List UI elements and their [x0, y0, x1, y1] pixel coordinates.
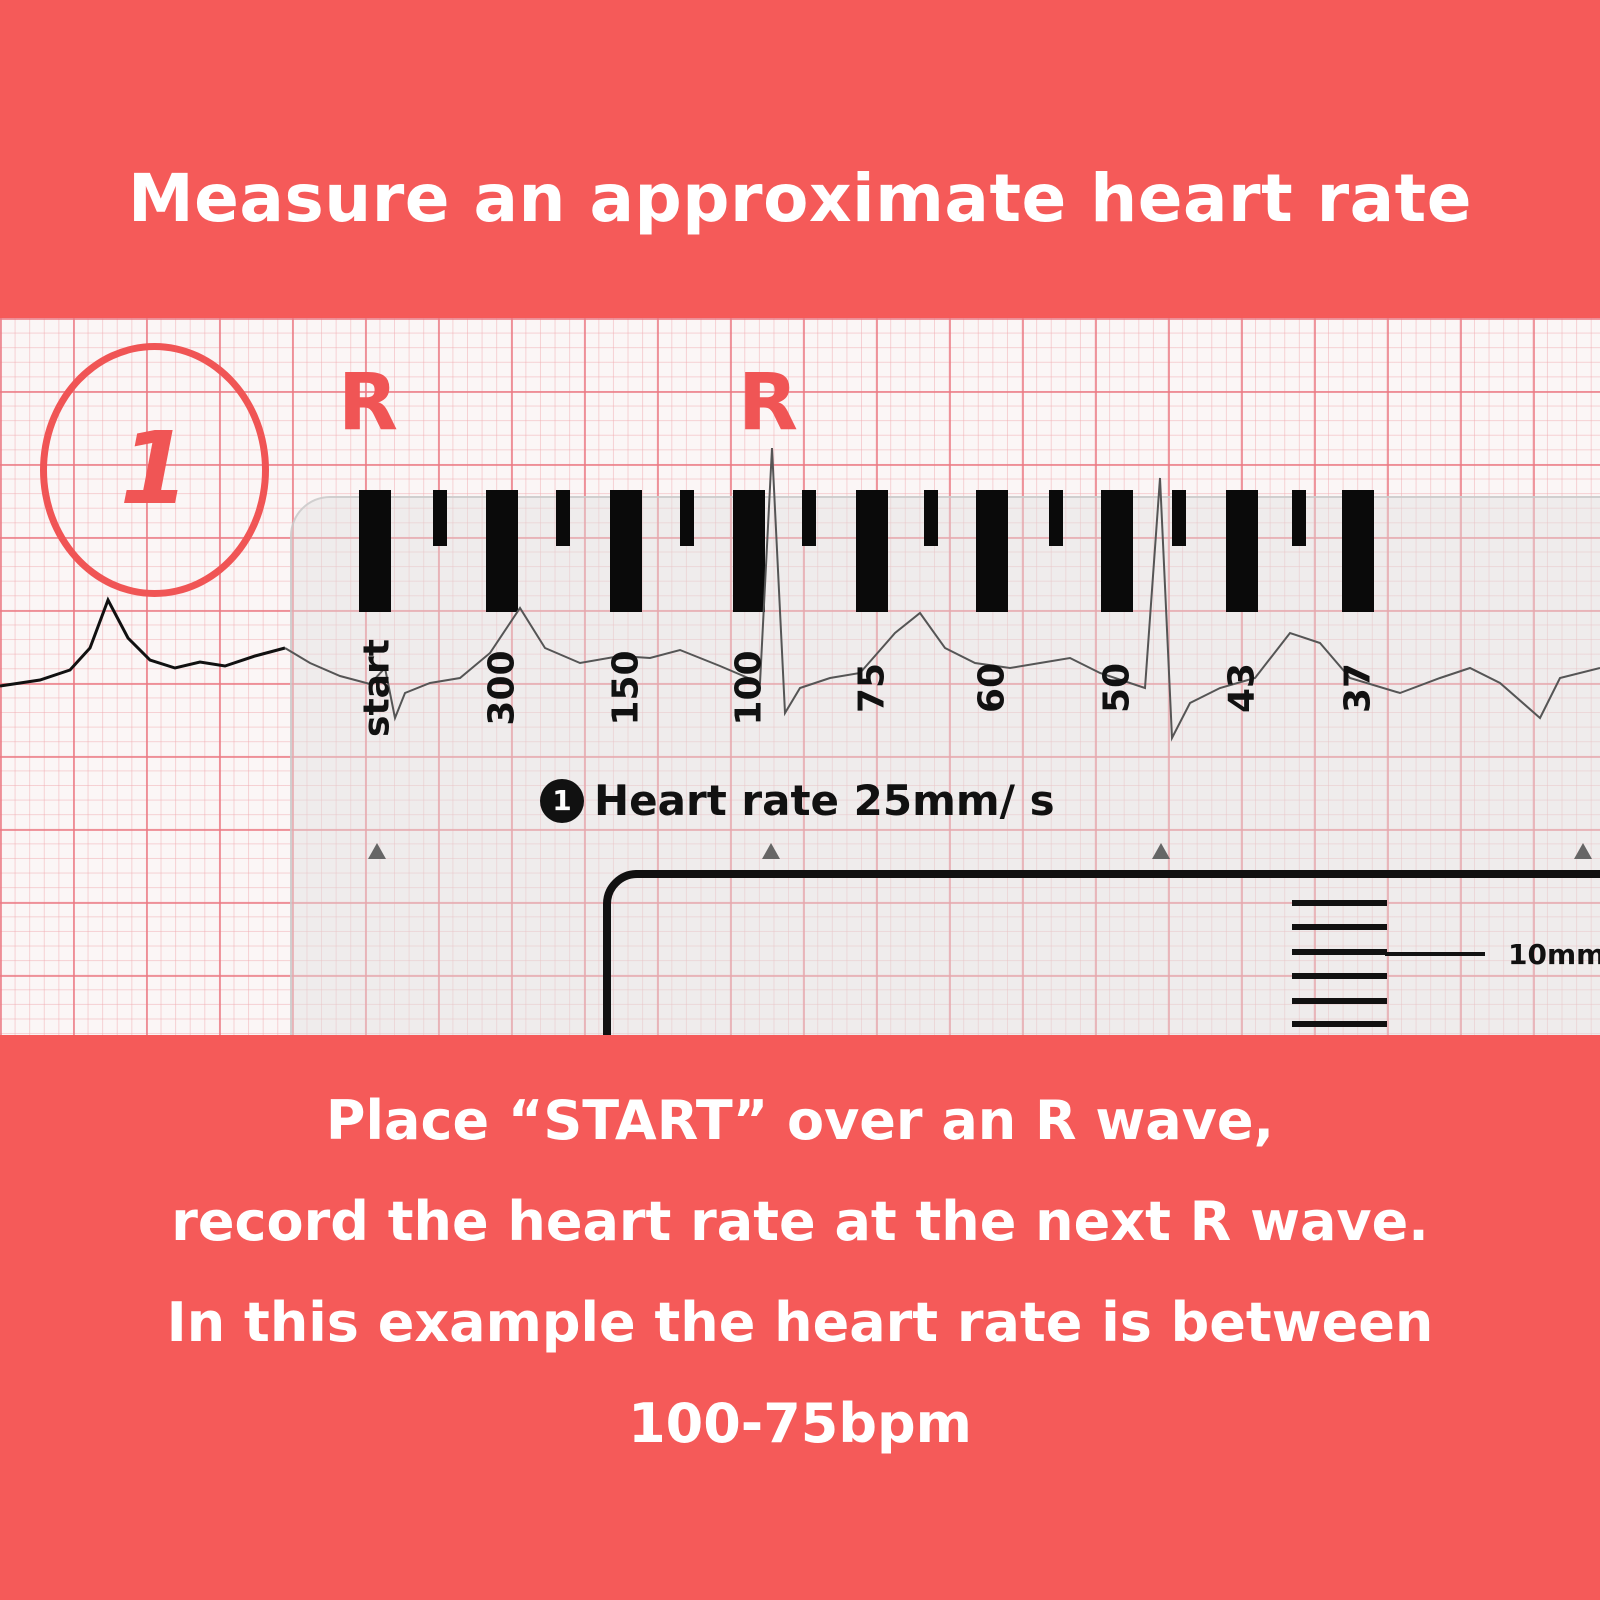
mm-scale-tick: [1292, 998, 1387, 1004]
ruler-heading: 1 Heart rate 25mm/ s: [540, 776, 1055, 825]
ruler-tick: [1049, 490, 1063, 546]
ruler-tick: [680, 490, 694, 546]
triangle-marker-icon: [762, 843, 780, 859]
mm-scale-tick: [1292, 949, 1387, 955]
mm-scale-pointer: [1385, 952, 1485, 956]
ruler-tick: [1172, 490, 1186, 546]
instructions: Place “START” over an R wave, record the…: [0, 1070, 1600, 1474]
ruler-bar: [1342, 490, 1374, 612]
ruler-badge: 1: [540, 778, 584, 823]
mm-scale-tick: [1292, 1021, 1387, 1027]
triangle-marker-icon: [1574, 843, 1592, 859]
ruler-bar: [976, 490, 1008, 612]
mm-scale-tick: [1292, 924, 1387, 930]
step-number-circle: 1: [40, 343, 269, 597]
mm-scale-tick: [1292, 973, 1387, 979]
page-title: Measure an approximate heart rate: [127, 160, 1472, 237]
instruction-line: 100-75bpm: [628, 1392, 972, 1455]
ruler-tick: [1292, 490, 1306, 546]
ecg-trace: [0, 447, 1600, 742]
ecg-paper-photo: 1 R R start 300 150 100 75 60 50 43 37 1…: [0, 318, 1600, 1035]
ruler-heading-text: Heart rate 25mm/ s: [594, 776, 1055, 825]
ruler-bar: [733, 490, 765, 612]
step-number: 1: [119, 410, 190, 527]
ruler-tick: [433, 490, 447, 546]
ruler-bar: [1101, 490, 1133, 612]
instruction-line: Place “START” over an R wave,: [325, 1089, 1275, 1152]
ruler-tick: [556, 490, 570, 546]
r-wave-label: R: [738, 358, 799, 448]
ruler-bar: [486, 490, 518, 612]
ruler-tick: [924, 490, 938, 546]
mm-scale-label: 10mm: [1508, 938, 1600, 971]
ruler-inner-frame: [603, 870, 1600, 1035]
ecg-trace-line: [0, 596, 286, 688]
ruler-tick: [802, 490, 816, 546]
ecg-trace-line-under-ruler: [284, 447, 1600, 742]
triangle-marker-icon: [368, 843, 386, 859]
ruler-bar: [610, 490, 642, 612]
instruction-line: record the heart rate at the next R wave…: [171, 1190, 1429, 1253]
r-wave-label: R: [338, 358, 399, 448]
mm-scale-tick: [1292, 900, 1387, 906]
instruction-line: In this example the heart rate is betwee…: [166, 1291, 1434, 1354]
ruler-bar: [359, 490, 391, 612]
triangle-marker-icon: [1152, 843, 1170, 859]
ruler-bar: [856, 490, 888, 612]
ruler-bar: [1226, 490, 1258, 612]
